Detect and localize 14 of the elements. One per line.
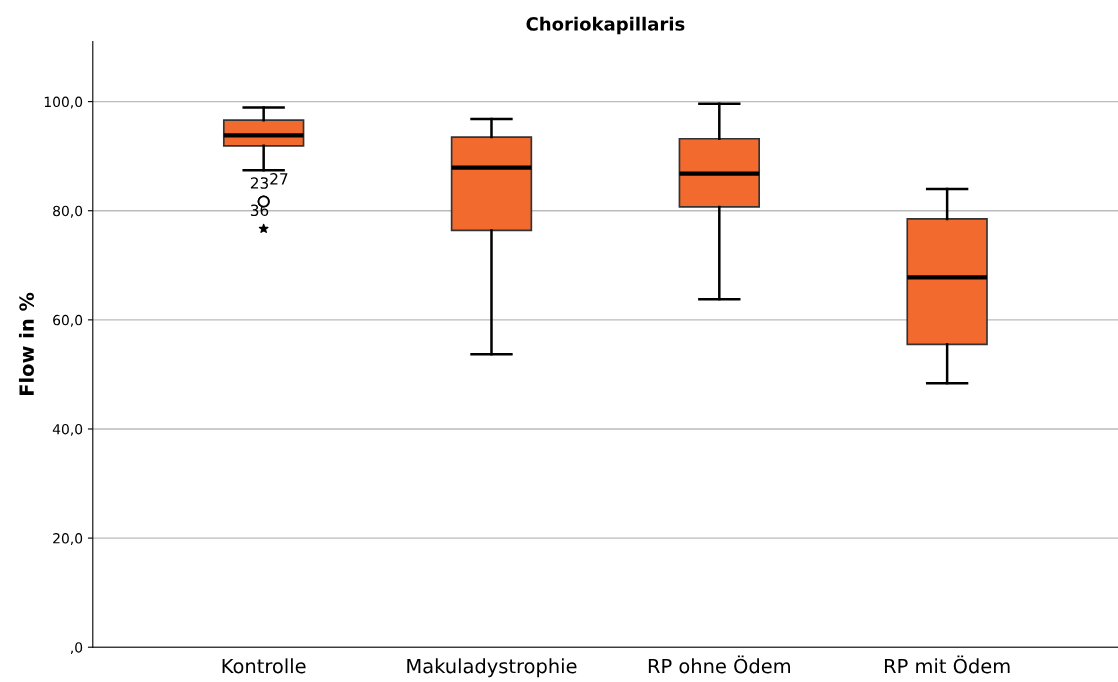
x-tick-label: RP ohne Ödem xyxy=(648,655,790,674)
y-tick-label: 20,0 xyxy=(53,533,83,545)
annotation: 27 xyxy=(270,173,288,185)
y-tick-label: 60,0 xyxy=(53,314,83,327)
x-tick-label: Makuladystrophie xyxy=(407,658,577,678)
y-tick-label: 80,0 xyxy=(53,205,83,218)
chart-title: Choriokapillaris xyxy=(526,16,685,35)
y-axis-title: Flow in % xyxy=(18,292,34,396)
x-tick-label: Kontrolle xyxy=(222,658,306,674)
x-tick-label: RP mit Ödem xyxy=(884,655,1010,674)
annotation: 23 xyxy=(250,177,268,189)
y-tick-label: 40,0 xyxy=(52,423,83,436)
y-tick-label: 100,0 xyxy=(44,96,83,109)
y-tick-label: ,0 xyxy=(70,642,83,655)
